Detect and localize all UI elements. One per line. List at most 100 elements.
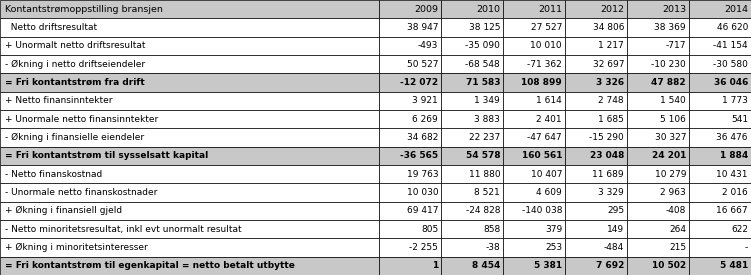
Bar — [503, 73, 566, 92]
Text: 2 401: 2 401 — [536, 115, 562, 124]
Bar — [565, 128, 627, 147]
Bar — [379, 37, 442, 55]
Bar — [0, 0, 379, 18]
Text: 2 748: 2 748 — [599, 96, 624, 105]
Text: 215: 215 — [669, 243, 686, 252]
Text: 8 454: 8 454 — [472, 261, 500, 270]
Bar — [627, 147, 689, 165]
Text: - Netto finanskostnad: - Netto finanskostnad — [5, 170, 101, 179]
Text: -408: -408 — [665, 206, 686, 215]
Bar — [379, 165, 442, 183]
Bar — [442, 0, 503, 18]
Text: 34 806: 34 806 — [593, 23, 624, 32]
Text: - Økning i netto driftseiendeler: - Økning i netto driftseiendeler — [5, 60, 145, 69]
Text: 8 521: 8 521 — [475, 188, 500, 197]
Bar — [442, 55, 503, 73]
Bar — [379, 202, 442, 220]
Bar — [503, 183, 566, 202]
Text: 5 106: 5 106 — [660, 115, 686, 124]
Text: 1 773: 1 773 — [722, 96, 748, 105]
Bar — [379, 18, 442, 37]
Bar — [627, 73, 689, 92]
Bar — [689, 128, 751, 147]
Bar — [442, 18, 503, 37]
Text: 2014: 2014 — [724, 5, 748, 14]
Bar — [503, 257, 566, 275]
Bar — [503, 0, 566, 18]
Text: 34 682: 34 682 — [407, 133, 439, 142]
Text: = Fri kontantstrøm til egenkapital = netto betalt utbytte: = Fri kontantstrøm til egenkapital = net… — [5, 261, 294, 270]
Text: 3 883: 3 883 — [475, 115, 500, 124]
Text: 2010: 2010 — [476, 5, 500, 14]
Bar — [565, 165, 627, 183]
Bar — [689, 238, 751, 257]
Bar — [442, 92, 503, 110]
Bar — [379, 55, 442, 73]
Bar — [689, 220, 751, 238]
Text: 160 561: 160 561 — [522, 151, 562, 160]
Bar — [627, 257, 689, 275]
Text: 5 481: 5 481 — [719, 261, 748, 270]
Bar — [379, 128, 442, 147]
Text: 47 882: 47 882 — [651, 78, 686, 87]
Text: -35 090: -35 090 — [466, 41, 500, 50]
Text: 2009: 2009 — [415, 5, 439, 14]
Text: 7 692: 7 692 — [596, 261, 624, 270]
Bar — [503, 220, 566, 238]
Bar — [503, 37, 566, 55]
Bar — [627, 18, 689, 37]
Bar — [379, 73, 442, 92]
Bar — [689, 110, 751, 128]
Bar — [627, 183, 689, 202]
Text: 36 476: 36 476 — [716, 133, 748, 142]
Bar — [689, 73, 751, 92]
Text: 24 201: 24 201 — [652, 151, 686, 160]
Text: + Økning i minoritetsinteresser: + Økning i minoritetsinteresser — [5, 243, 147, 252]
Text: 38 125: 38 125 — [469, 23, 500, 32]
Text: 30 327: 30 327 — [655, 133, 686, 142]
Bar — [689, 257, 751, 275]
Text: + Økning i finansiell gjeld: + Økning i finansiell gjeld — [5, 206, 122, 215]
Bar — [689, 165, 751, 183]
Bar — [0, 18, 379, 37]
Bar — [627, 110, 689, 128]
Text: 2 016: 2 016 — [722, 188, 748, 197]
Bar — [503, 165, 566, 183]
Text: -38: -38 — [485, 243, 500, 252]
Bar — [627, 0, 689, 18]
Bar — [0, 128, 379, 147]
Bar — [627, 220, 689, 238]
Text: 54 578: 54 578 — [466, 151, 500, 160]
Text: 1: 1 — [432, 261, 439, 270]
Text: 2013: 2013 — [662, 5, 686, 14]
Bar — [0, 238, 379, 257]
Bar — [0, 73, 379, 92]
Text: - Unormale netto finanskostnader: - Unormale netto finanskostnader — [5, 188, 157, 197]
Bar — [0, 55, 379, 73]
Bar — [565, 73, 627, 92]
Bar — [689, 202, 751, 220]
Bar — [565, 37, 627, 55]
Bar — [442, 202, 503, 220]
Text: -71 362: -71 362 — [527, 60, 562, 69]
Bar — [379, 110, 442, 128]
Bar — [689, 183, 751, 202]
Bar — [0, 165, 379, 183]
Bar — [627, 92, 689, 110]
Bar — [442, 73, 503, 92]
Bar — [565, 202, 627, 220]
Bar — [379, 183, 442, 202]
Bar — [627, 238, 689, 257]
Bar — [379, 238, 442, 257]
Bar — [565, 220, 627, 238]
Text: 1 217: 1 217 — [599, 41, 624, 50]
Bar — [689, 55, 751, 73]
Bar — [442, 165, 503, 183]
Text: 38 947: 38 947 — [407, 23, 439, 32]
Bar — [379, 0, 442, 18]
Text: -493: -493 — [418, 41, 439, 50]
Bar — [689, 37, 751, 55]
Text: 27 527: 27 527 — [531, 23, 562, 32]
Bar — [689, 0, 751, 18]
Bar — [565, 238, 627, 257]
